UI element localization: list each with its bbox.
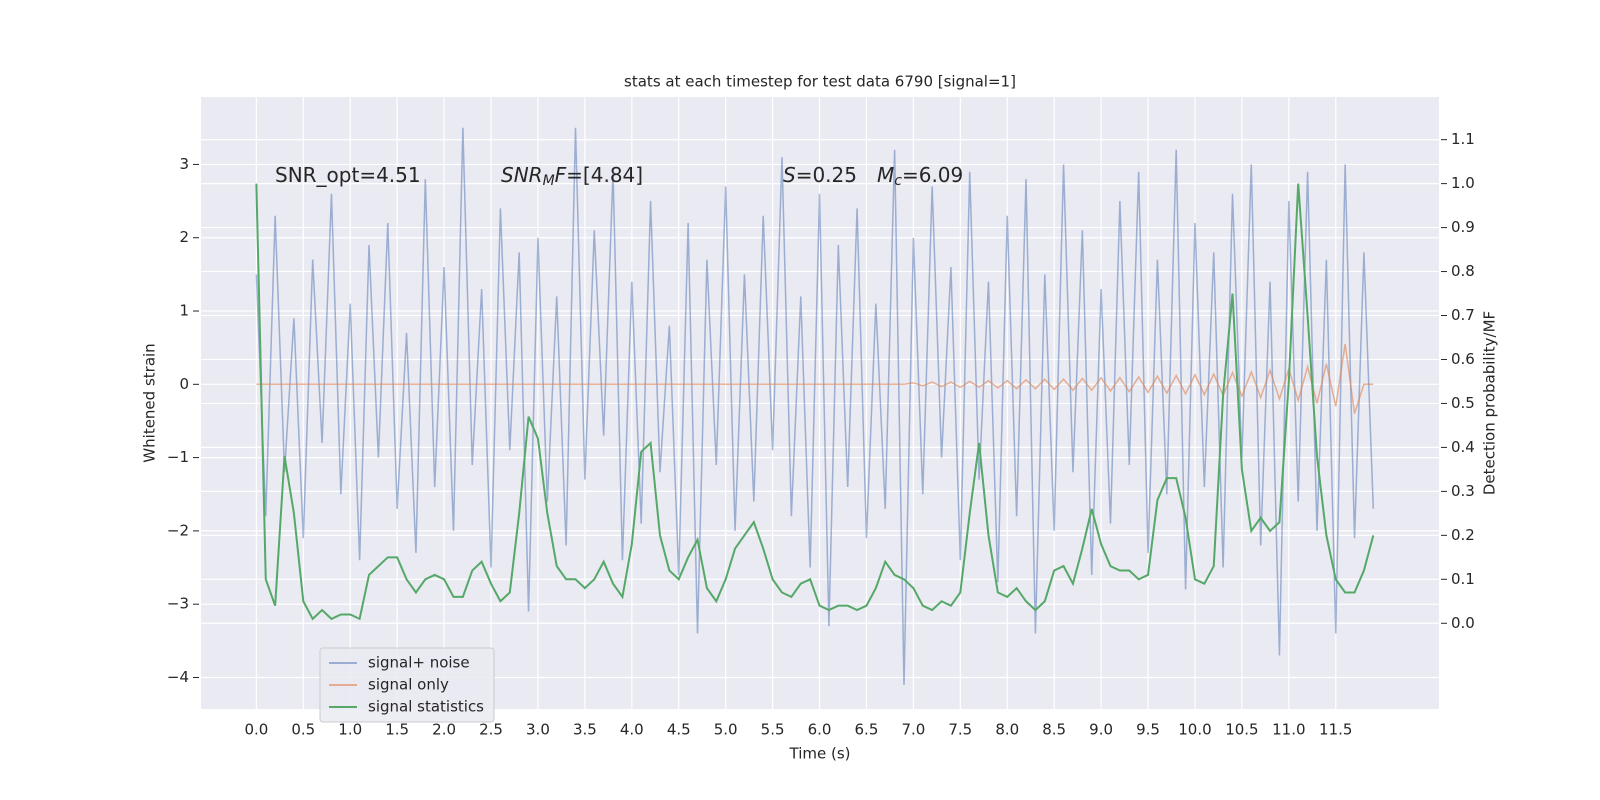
x-tick-label: 1.5: [385, 721, 409, 739]
y2-tick-label: 1.0: [1451, 174, 1475, 192]
annotation-part: =6.09: [902, 163, 963, 187]
y2-tick-label: 1.1: [1451, 130, 1475, 148]
x-tick-label: 0.5: [291, 721, 315, 739]
x-tick-label: 0.0: [244, 721, 268, 739]
x-tick-label: 10.5: [1225, 721, 1258, 739]
legend-box: [319, 647, 495, 723]
x-tick-label: 9.0: [1089, 721, 1113, 739]
annotation: Mc=6.09: [877, 163, 963, 190]
x-tick-label: 5.5: [761, 721, 785, 739]
y2-tick-label: 0.9: [1451, 218, 1475, 236]
y2-tick-label: 0.8: [1451, 262, 1475, 280]
y2-tick-label: 0.2: [1451, 526, 1475, 544]
annotation: SNR_opt=4.51: [275, 163, 421, 187]
annotation-part: =0.25: [796, 163, 857, 187]
annotation-part: SNR_opt=4.51: [275, 163, 421, 187]
annotation-part: S: [783, 163, 796, 187]
x-tick-label: 6.5: [855, 721, 879, 739]
annotation-part: M: [543, 173, 555, 189]
y-tick-label: −1: [167, 448, 189, 466]
x-tick-label: 2.0: [432, 721, 456, 739]
y2-tick-label: 0.7: [1451, 306, 1475, 324]
x-tick-label: 9.5: [1136, 721, 1160, 739]
legend-label: signal+ noise: [368, 654, 470, 672]
y2-tick-label: 0.3: [1451, 482, 1475, 500]
annotation-part: =[4.84]: [566, 163, 643, 187]
x-tick-label: 4.5: [667, 721, 691, 739]
y-tick-label: 0: [179, 375, 189, 393]
x-tick-label: 11.0: [1272, 721, 1305, 739]
x-tick-label: 10.0: [1178, 721, 1211, 739]
x-tick-label: 3.5: [573, 721, 597, 739]
y-tick-label: 3: [179, 155, 189, 173]
x-tick-label: 8.0: [995, 721, 1019, 739]
legend-label: signal only: [368, 676, 449, 694]
y2-tick-label: 0.6: [1451, 350, 1475, 368]
y2-tick-label: 0.0: [1451, 614, 1475, 632]
y-tick-label: −2: [167, 521, 189, 539]
x-tick-label: 1.0: [338, 721, 362, 739]
y-tick-label: 2: [179, 228, 189, 246]
chart-title: stats at each timestep for test data 679…: [624, 73, 1016, 91]
x-tick-label: 7.0: [901, 721, 925, 739]
x-tick-label: 11.5: [1319, 721, 1352, 739]
x-axis-label: Time (s): [789, 745, 851, 763]
annotation-part: M: [877, 163, 894, 187]
series-line: [256, 343, 1374, 414]
x-tick-label: 2.5: [479, 721, 503, 739]
y-tick-label: −4: [167, 668, 189, 686]
y2-tick-label: 0.1: [1451, 570, 1475, 588]
x-tick-label: 3.0: [526, 721, 550, 739]
x-tick-label: 7.5: [948, 721, 972, 739]
annotation: S=0.25: [783, 163, 857, 187]
x-tick-label: 5.0: [714, 721, 738, 739]
y-axis-label: Whitened strain: [141, 343, 159, 462]
x-tick-label: 6.0: [808, 721, 832, 739]
y2-tick-label: 0.4: [1451, 438, 1475, 456]
annotation-part: SNR: [501, 163, 543, 187]
y2-axis-label: Detection probability/MF: [1481, 311, 1499, 495]
annotation-part: c: [894, 173, 902, 189]
y-tick-label: 1: [179, 302, 189, 320]
legend-label: signal statistics: [368, 698, 484, 716]
annotation: SNRMF=[4.84]: [501, 163, 643, 190]
x-tick-label: 4.0: [620, 721, 644, 739]
annotation-part: F: [555, 163, 567, 187]
y-tick-label: −3: [167, 595, 189, 613]
y2-tick-label: 0.5: [1451, 394, 1475, 412]
x-tick-label: 8.5: [1042, 721, 1066, 739]
series-line: [255, 183, 1375, 621]
